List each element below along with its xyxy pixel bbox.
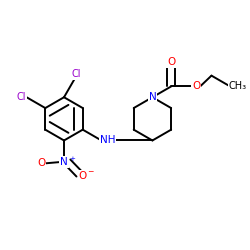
Text: Cl: Cl xyxy=(16,92,26,102)
Text: CH₃: CH₃ xyxy=(228,82,246,92)
Text: N: N xyxy=(60,157,68,167)
Text: NH: NH xyxy=(100,136,115,145)
Text: N: N xyxy=(148,92,156,102)
Text: O: O xyxy=(192,82,200,92)
Text: −: − xyxy=(87,168,94,176)
Text: Cl: Cl xyxy=(71,69,81,79)
Text: O: O xyxy=(37,158,45,168)
Text: O: O xyxy=(167,57,175,67)
Text: O: O xyxy=(79,171,87,181)
Text: +: + xyxy=(70,156,75,162)
